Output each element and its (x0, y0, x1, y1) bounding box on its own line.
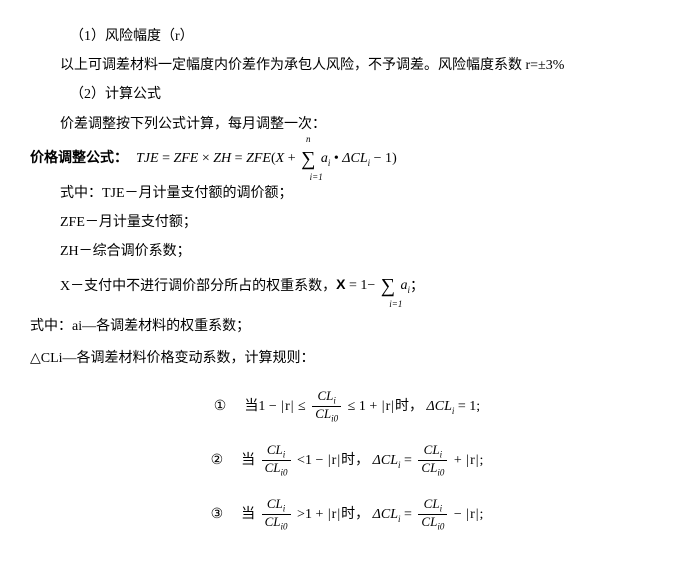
r2-frac2: CLiCLi0 (418, 443, 447, 479)
f-x: X (276, 151, 285, 166)
def-ai: 式中：ai—各调差材料的权重系数； (30, 314, 664, 339)
r2-dsub: i (398, 460, 401, 470)
r1-when: 当 (244, 399, 258, 414)
r2-num: ② (211, 448, 224, 473)
r1-le2: ≤ 1 + (348, 399, 378, 414)
r1-eq: = 1; (458, 399, 480, 414)
r1-dsub: i (452, 406, 455, 416)
f-dot: • (334, 151, 339, 166)
r2-plus: + (454, 453, 462, 468)
r3-dcl: ΔCL (373, 507, 398, 522)
f-a: a (321, 151, 328, 166)
xeq-sum-bot: i=1 (389, 296, 402, 312)
r3-num: ③ (211, 502, 224, 527)
r1-num: ① (214, 394, 227, 419)
r3-frac2: CLiCLi0 (418, 497, 447, 533)
def-tje: 式中：TJE－月计量支付额的调价额； (30, 181, 664, 206)
def-zfe: ZFE－月计量支付额； (30, 210, 664, 235)
def-x-text: X－支付中不进行调价部分所占的权重系数， (60, 274, 336, 299)
def-x-row: X－支付中不进行调价部分所占的权重系数， X = 1− ∑i=1 ai ； (30, 268, 664, 304)
xeq-a: a (401, 279, 408, 294)
r2-dcl: ΔCL (373, 453, 398, 468)
r3-semi: ; (480, 507, 484, 522)
f-dcl: ΔCL (342, 151, 367, 166)
sec2-heading: （2）计算公式 (30, 82, 664, 107)
def-x-formula: X = 1− ∑i=1 ai (336, 268, 410, 304)
f-zfe2: ZFE (246, 151, 271, 166)
main-formula: TJE = ZFE × ZH = ZFE(X + ∑ni=1 ai • ΔCLi… (136, 141, 397, 177)
sec1-heading: （1）风险幅度（r） (30, 24, 664, 49)
r2-lt: < (297, 453, 305, 468)
r3-one: 1 + (305, 507, 323, 522)
f-eq1: = (162, 151, 170, 166)
r1-le: ≤ (298, 399, 306, 414)
r1-shi: 时， (395, 399, 423, 414)
f-close: ) (392, 151, 397, 166)
sum-bot: i=1 (310, 169, 323, 185)
r1-frac: CLiCLi0 (312, 389, 341, 425)
r3-when: 当 (241, 507, 255, 522)
rule-2: ② 当 CLiCLi0 <1 − |r|时， ΔCLi = CLiCLi0 + … (30, 443, 664, 479)
xeq-sum-icon: ∑i=1 (381, 268, 395, 304)
xeq-eq: = 1− (349, 279, 375, 294)
r3-eq: = (404, 507, 412, 522)
def-zh: ZH－综合调价系数； (30, 239, 664, 264)
r2-when: 当 (241, 453, 255, 468)
f-zh: ZH (213, 151, 231, 166)
def-dcli: △CLi—各调差材料价格变动系数，计算规则： (30, 346, 664, 371)
r1-one: 1 − (258, 399, 276, 414)
formula-row: 价格调整公式： TJE = ZFE × ZH = ZFE(X + ∑ni=1 a… (30, 141, 664, 177)
f-dclsub: i (368, 158, 371, 168)
formula-label: 价格调整公式： (30, 146, 128, 171)
sec1-desc: 以上可调差材料一定幅度内价差作为承包人风险，不予调差。风险幅度系数 r=±3% (30, 53, 664, 78)
rule-1: ① 当1 − |r| ≤ CLiCLi0 ≤ 1 + |r|时， ΔCLi = … (30, 389, 664, 425)
r3-gt: > (297, 507, 305, 522)
r2-one: 1 − (305, 453, 323, 468)
f-eq2: = (235, 151, 243, 166)
xeq-x: X (336, 277, 345, 293)
f-plus: + (288, 151, 296, 166)
r1-dcl: ΔCL (427, 399, 452, 414)
xeq-semi: ； (410, 274, 424, 299)
r3-minus: − (454, 507, 462, 522)
r2-frac1: CLiCLi0 (262, 443, 291, 479)
r3-dsub: i (398, 514, 401, 524)
sum-icon: ∑ni=1 (301, 141, 315, 177)
f-lhs: TJE (136, 151, 159, 166)
f-zfe1: ZFE (173, 151, 198, 166)
r2-shi: 时， (341, 453, 369, 468)
r3-frac1: CLiCLi0 (262, 497, 291, 533)
f-m1: − 1 (374, 151, 392, 166)
rule-3: ③ 当 CLiCLi0 >1 + |r|时， ΔCLi = CLiCLi0 − … (30, 497, 664, 533)
sum-top: n (306, 131, 311, 147)
r2-semi: ; (480, 453, 484, 468)
r2-eq: = (404, 453, 412, 468)
f-ai: i (328, 158, 331, 168)
r3-shi: 时， (341, 507, 369, 522)
f-times: × (202, 151, 210, 166)
sec2-intro: 价差调整按下列公式计算，每月调整一次： (30, 112, 664, 137)
